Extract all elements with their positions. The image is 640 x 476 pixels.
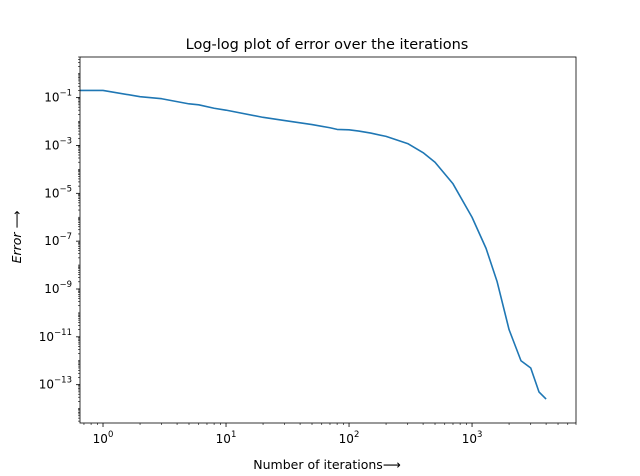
- axes-frame: [79, 56, 577, 424]
- chart-title: Log-log plot of error over the iteration…: [186, 37, 469, 53]
- y-tick-label: 10−13: [39, 376, 72, 392]
- y-tick-label-exponent: −1: [59, 89, 72, 99]
- x-tick-label-exponent: 0: [108, 430, 113, 440]
- y-tick-label: 10−9: [44, 280, 72, 296]
- error-series-line: [80, 89, 547, 400]
- x-tick-label: 100: [93, 430, 114, 446]
- x-tick-label: 102: [339, 430, 360, 446]
- x-tick-label-exponent: 1: [231, 430, 236, 440]
- y-tick-label-exponent: −13: [54, 376, 72, 386]
- plot-area: 100 101 102 10310−110−310−510−710−910−1110−…: [39, 56, 577, 446]
- x-tick-label: 103: [462, 430, 483, 446]
- y-tick-label: 10−1: [44, 89, 72, 105]
- y-tick-label-exponent: −11: [54, 328, 72, 338]
- y-tick-label-base: 10: [44, 282, 59, 296]
- y-tick-label-exponent: −3: [59, 136, 72, 146]
- x-tick-label-base: 10: [93, 432, 108, 446]
- y-tick-label-base: 10: [44, 234, 59, 248]
- y-tick-label: 10−11: [39, 328, 72, 344]
- x-tick-label-exponent: 3: [477, 430, 482, 440]
- y-tick-label-exponent: −7: [59, 232, 72, 242]
- x-tick-label: 101: [216, 430, 237, 446]
- x-axis-label: Number of iterations⟶: [253, 457, 401, 472]
- x-tick-label-base: 10: [339, 432, 354, 446]
- x-tick-label-base: 10: [462, 432, 477, 446]
- y-tick-label-base: 10: [44, 186, 59, 200]
- y-tick-label-base: 10: [39, 330, 54, 344]
- y-tick-label-exponent: −9: [59, 280, 72, 290]
- y-tick-label: 10−5: [44, 184, 72, 200]
- x-tick-label-base: 10: [216, 432, 231, 446]
- y-tick-label-base: 10: [44, 91, 59, 105]
- y-tick-label-base: 10: [44, 138, 59, 152]
- y-tick-label-exponent: −5: [59, 184, 72, 194]
- x-tick-label-exponent: 2: [354, 430, 359, 440]
- y-tick-label: 10−3: [44, 136, 72, 152]
- y-tick-label: 10−7: [44, 232, 72, 248]
- y-axis-label: Error ⟶: [9, 210, 24, 263]
- y-tick-label-base: 10: [39, 378, 54, 392]
